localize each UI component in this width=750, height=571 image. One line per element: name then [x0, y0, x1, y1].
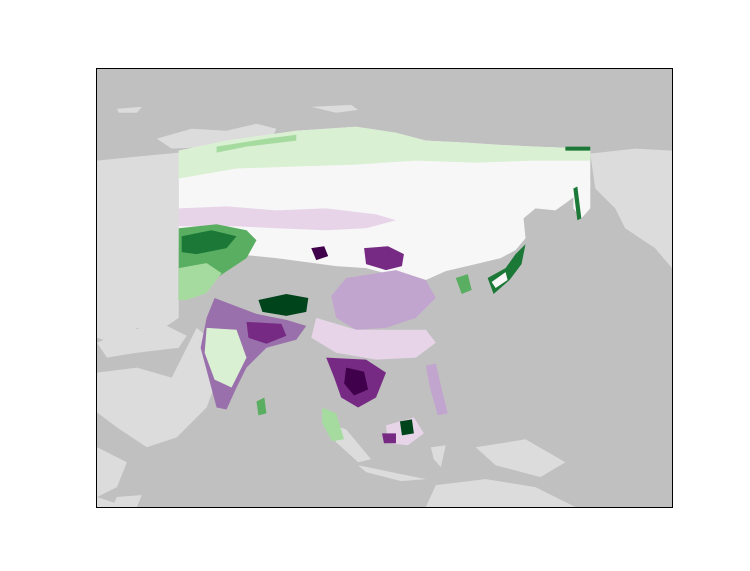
- land-turkey: [97, 325, 187, 358]
- raster-china-purple: [331, 270, 436, 330]
- raster-india-dark: [246, 321, 287, 344]
- raster-steppe-light: [178, 263, 222, 300]
- land-arctic-islands: [156, 123, 277, 149]
- land-europe: [97, 152, 179, 343]
- raster-se-asia-dark: [344, 367, 369, 396]
- land-arctic-north: [311, 104, 359, 113]
- raster-mongolia-dark: [311, 246, 329, 261]
- raster-borneo-purple: [382, 433, 396, 444]
- map-frame: [96, 68, 673, 508]
- raster-north-green-strip: [216, 134, 297, 153]
- land-areas: [97, 104, 672, 507]
- raster-korea: [455, 274, 472, 294]
- raster-central-purple: [178, 206, 396, 231]
- raster-tarim: [258, 293, 309, 316]
- raster-kamchatka-edge: [573, 186, 582, 221]
- raster-malay: [322, 407, 345, 442]
- raster-china-lavender: [311, 317, 436, 360]
- raster-borneo-dark: [399, 419, 414, 436]
- raster-north-edge: [565, 146, 591, 151]
- land-africa-horn: [97, 447, 127, 498]
- raster-philippines: [425, 363, 448, 416]
- land-new-guinea: [475, 439, 566, 478]
- raster-steppe-dark: [181, 230, 237, 255]
- land-bottom-left: [111, 495, 142, 507]
- land-java: [358, 465, 426, 482]
- raster-mongolia: [364, 246, 404, 271]
- data-raster: [178, 126, 591, 446]
- raster-india-light: [204, 327, 247, 388]
- land-australia-north: [425, 479, 576, 507]
- land-alaska: [590, 148, 672, 269]
- map-canvas: [97, 69, 672, 507]
- raster-sri-lanka: [256, 397, 267, 416]
- raster-japan-light: [491, 272, 508, 288]
- land-arabia: [97, 327, 222, 448]
- land-sulawesi: [430, 445, 446, 468]
